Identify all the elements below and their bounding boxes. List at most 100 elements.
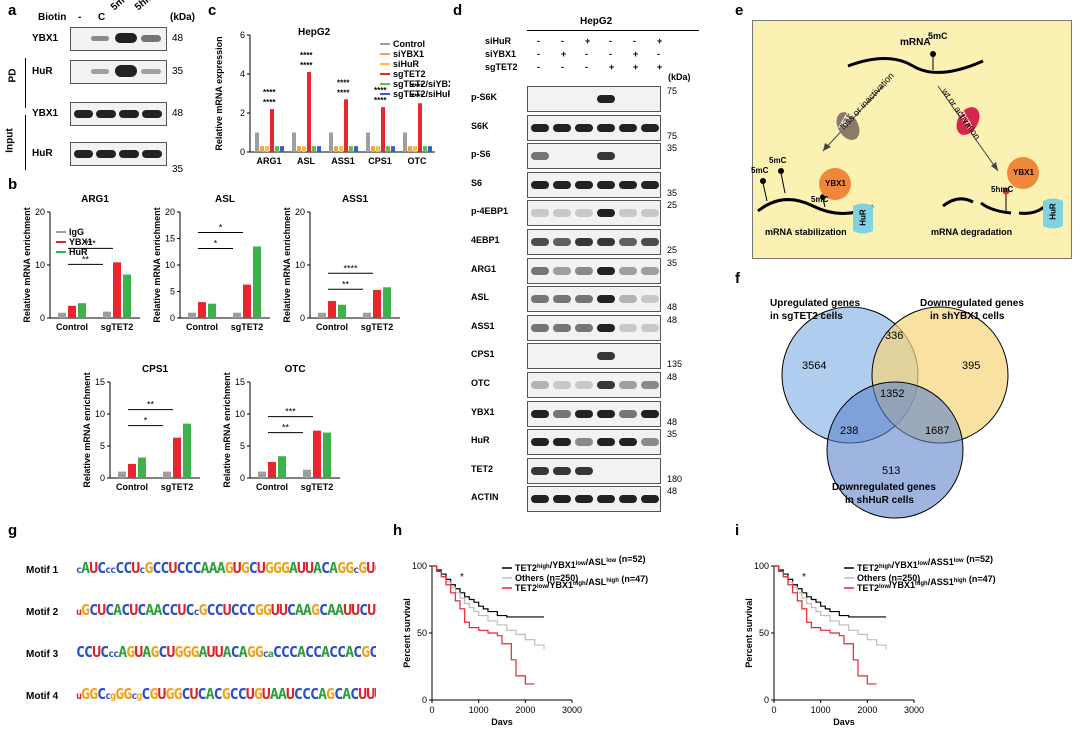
motif-letter: G — [345, 559, 354, 577]
legend-label: siHuR — [393, 59, 420, 69]
ybx1-right-label: YBX1 — [1013, 168, 1034, 177]
motif-letter: A — [222, 643, 232, 661]
motif-letter: C — [309, 685, 319, 703]
motif-letter: G — [262, 601, 272, 619]
significance-label: ** — [147, 400, 155, 410]
venn-label: Upregulated genes — [770, 298, 861, 309]
motif-letter: A — [205, 685, 215, 703]
motif-letter: G — [81, 601, 90, 619]
motif-letter: G — [165, 685, 174, 703]
panel-d-title: HepG2 — [580, 16, 613, 27]
motif-letter: U — [157, 685, 166, 703]
significance-label: * — [214, 238, 218, 248]
motif-logo: CCUCccAGUAGCUGGGAUUACAGGcaCCCACCACCACGCC… — [76, 643, 376, 661]
bar — [391, 146, 395, 152]
condition-mark: - — [561, 36, 564, 46]
motif-letter: U — [131, 559, 140, 577]
x-tick-label: OTC — [408, 156, 427, 166]
significance-label: **** — [411, 92, 424, 101]
motif-letter: C — [141, 685, 150, 703]
tet2-right-shape — [956, 107, 980, 135]
condition-mark: - — [537, 36, 540, 46]
motif-letter: C — [184, 559, 193, 577]
y-tick-label: 5 — [100, 441, 105, 451]
blot-band — [531, 466, 549, 475]
blot-band — [597, 295, 615, 304]
kda-value: 35 — [667, 429, 678, 440]
motif-letter: G — [326, 685, 335, 703]
bar — [278, 456, 286, 478]
row-label: HuR — [32, 66, 53, 77]
motif-letter: U — [261, 685, 271, 703]
motif-letter: C — [229, 685, 239, 703]
lane-label: - — [78, 12, 82, 23]
condition-label: siHuR — [485, 36, 512, 46]
panel-f-venn: Upregulated genes in sgTET2 cells Downre… — [740, 290, 1080, 520]
bar — [334, 146, 338, 152]
bar — [381, 107, 385, 152]
stabilization-label: mRNA stabilization — [765, 227, 847, 237]
motif-label: Motif 4 — [26, 691, 59, 702]
row-label: 4EBP1 — [471, 235, 500, 245]
x-tick-label: 0 — [429, 705, 434, 715]
condition-mark: + — [657, 62, 663, 72]
motif-letter: C — [115, 559, 124, 577]
motif-letter: c — [110, 565, 116, 576]
bar — [255, 132, 259, 152]
kda-value: 135 — [667, 359, 683, 370]
blot-band — [575, 466, 593, 475]
blot-band — [619, 238, 637, 246]
motif-letter: A — [198, 643, 208, 661]
motif-letter: G — [174, 643, 183, 661]
motif-letter: c — [108, 649, 114, 660]
kda-value: 35 — [667, 187, 678, 198]
significance-label: **** — [374, 86, 387, 95]
motif-letter: G — [240, 559, 250, 577]
bar — [302, 146, 306, 152]
bar — [198, 302, 206, 318]
legend-label: HuR — [69, 247, 88, 257]
motif-letter: c — [262, 649, 269, 660]
motif-letter: G — [144, 559, 153, 577]
panel-label-f: f — [735, 270, 740, 287]
blot-band — [597, 180, 615, 189]
x-tick-label: 1000 — [811, 705, 831, 715]
motif-letter: G — [280, 559, 290, 577]
blot-band — [531, 123, 549, 132]
blot-band — [531, 381, 549, 389]
kda-value: 25 — [667, 200, 678, 211]
bar — [303, 469, 311, 478]
row-label: ASL — [471, 292, 489, 303]
kda-value: 35 — [172, 164, 184, 175]
x-tick-label: ASL — [297, 156, 316, 166]
blot-band — [575, 238, 593, 246]
legend-label: sgTET2 — [393, 69, 426, 79]
y-tick-label: 15 — [165, 234, 175, 244]
motif-letter: A — [288, 559, 298, 577]
motif-letter: G — [123, 685, 132, 703]
condition-mark: - — [537, 49, 540, 59]
tet2-left-shape — [836, 112, 860, 140]
motif-letter: G — [374, 559, 376, 577]
motif-letter: C — [272, 643, 282, 661]
condition-mark: - — [585, 49, 588, 59]
condition-mark: - — [609, 49, 612, 59]
x-tick-label: Control — [186, 322, 218, 332]
motif-logo: cAUCccCCUcGCCUCCCAAAGUGCUGGGAUUACAGGcGUG… — [76, 559, 376, 577]
motif-letter: C — [375, 601, 376, 619]
y-tick-label: 6 — [240, 30, 245, 40]
bar — [428, 146, 432, 152]
motif-letter: A — [145, 601, 154, 619]
bar — [363, 312, 371, 318]
kda-value: 48 — [667, 372, 678, 382]
blot-strip — [527, 200, 661, 227]
x-tick-label: 0 — [771, 705, 776, 715]
bar — [58, 312, 66, 318]
blot-band — [553, 238, 571, 246]
x-tick-label: 3000 — [562, 705, 582, 715]
bar — [376, 146, 380, 152]
blot-band — [597, 95, 615, 103]
blot-band — [597, 238, 615, 246]
blot-band — [553, 266, 571, 275]
